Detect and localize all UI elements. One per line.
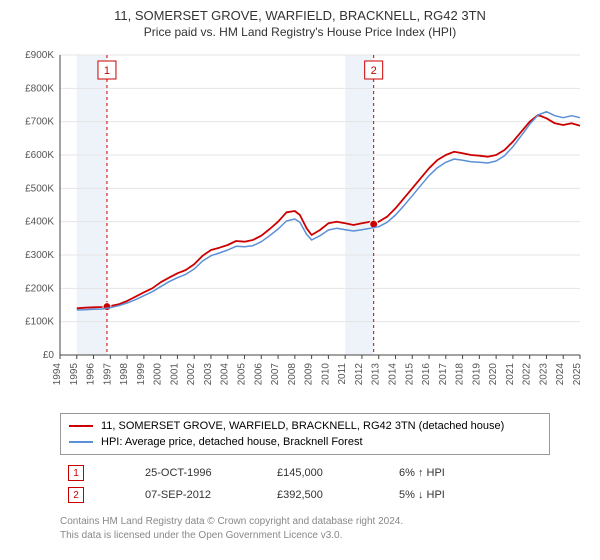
marker-price: £145,000 bbox=[271, 463, 391, 483]
svg-text:2020: 2020 bbox=[488, 363, 499, 386]
legend-swatch bbox=[69, 441, 93, 443]
svg-text:2004: 2004 bbox=[220, 363, 231, 386]
marker-number-icon: 1 bbox=[68, 465, 84, 481]
legend-label: 11, SOMERSET GROVE, WARFIELD, BRACKNELL,… bbox=[101, 420, 504, 432]
svg-text:2018: 2018 bbox=[455, 363, 466, 386]
svg-text:2008: 2008 bbox=[287, 363, 298, 386]
svg-text:1999: 1999 bbox=[136, 363, 147, 386]
marker-number-icon: 2 bbox=[68, 487, 84, 503]
marker-delta: 6% ↑ HPI bbox=[393, 463, 548, 483]
svg-text:2024: 2024 bbox=[555, 363, 566, 386]
svg-text:2021: 2021 bbox=[505, 363, 516, 386]
svg-text:2000: 2000 bbox=[153, 363, 164, 386]
svg-text:2009: 2009 bbox=[304, 363, 315, 386]
svg-text:£900K: £900K bbox=[25, 50, 54, 61]
chart-subtitle: Price paid vs. HM Land Registry's House … bbox=[10, 25, 590, 39]
svg-text:2002: 2002 bbox=[186, 363, 197, 386]
legend-label: HPI: Average price, detached house, Brac… bbox=[101, 436, 363, 448]
copyright-line: This data is licensed under the Open Gov… bbox=[60, 529, 590, 543]
legend: 11, SOMERSET GROVE, WARFIELD, BRACKNELL,… bbox=[60, 413, 550, 455]
svg-text:2022: 2022 bbox=[522, 363, 533, 386]
svg-text:£500K: £500K bbox=[25, 183, 54, 194]
svg-text:2014: 2014 bbox=[387, 363, 398, 386]
legend-item: HPI: Average price, detached house, Brac… bbox=[69, 434, 541, 450]
svg-text:£100K: £100K bbox=[25, 317, 54, 328]
svg-text:£200K: £200K bbox=[25, 283, 54, 294]
svg-text:1: 1 bbox=[104, 65, 110, 77]
svg-text:2016: 2016 bbox=[421, 363, 432, 386]
svg-text:2025: 2025 bbox=[572, 363, 583, 386]
svg-text:2006: 2006 bbox=[253, 363, 264, 386]
legend-item: 11, SOMERSET GROVE, WARFIELD, BRACKNELL,… bbox=[69, 418, 541, 434]
svg-text:£600K: £600K bbox=[25, 150, 54, 161]
marker-date: 07-SEP-2012 bbox=[139, 485, 269, 505]
line-chart-svg: £0 £100K £200K £300K £400K £500K £600K £700K £80… bbox=[10, 45, 590, 405]
chart-plot: £0 £100K £200K £300K £400K £500K £600K £700K £80… bbox=[10, 45, 590, 405]
svg-text:2013: 2013 bbox=[371, 363, 382, 386]
svg-text:£700K: £700K bbox=[25, 117, 54, 128]
svg-text:2012: 2012 bbox=[354, 363, 365, 386]
svg-text:£0: £0 bbox=[43, 350, 55, 361]
chart-container: 11, SOMERSET GROVE, WARFIELD, BRACKNELL,… bbox=[0, 0, 600, 552]
chart-title: 11, SOMERSET GROVE, WARFIELD, BRACKNELL,… bbox=[10, 8, 590, 23]
svg-text:2017: 2017 bbox=[438, 363, 449, 386]
copyright-line: Contains HM Land Registry data © Crown c… bbox=[60, 515, 590, 529]
svg-text:2015: 2015 bbox=[404, 363, 415, 386]
marker-row: 2 07-SEP-2012£392,5005% ↓ HPI bbox=[62, 485, 548, 505]
svg-text:£800K: £800K bbox=[25, 83, 54, 94]
svg-text:2: 2 bbox=[371, 65, 377, 77]
svg-text:2003: 2003 bbox=[203, 363, 214, 386]
marker-row: 1 25-OCT-1996£145,0006% ↑ HPI bbox=[62, 463, 548, 483]
svg-text:2011: 2011 bbox=[337, 363, 348, 385]
svg-text:2005: 2005 bbox=[237, 363, 248, 386]
svg-text:2019: 2019 bbox=[471, 363, 482, 386]
svg-text:£300K: £300K bbox=[25, 250, 54, 261]
svg-text:£400K: £400K bbox=[25, 217, 54, 228]
svg-text:2001: 2001 bbox=[169, 363, 180, 386]
svg-text:2007: 2007 bbox=[270, 363, 281, 386]
marker-date: 25-OCT-1996 bbox=[139, 463, 269, 483]
legend-swatch bbox=[69, 425, 93, 427]
svg-text:1994: 1994 bbox=[52, 363, 63, 386]
svg-text:1998: 1998 bbox=[119, 363, 130, 386]
svg-text:2010: 2010 bbox=[320, 363, 331, 386]
copyright-text: Contains HM Land Registry data © Crown c… bbox=[60, 515, 590, 542]
marker-price: £392,500 bbox=[271, 485, 391, 505]
marker-table: 1 25-OCT-1996£145,0006% ↑ HPI 2 07-SEP-2012… bbox=[60, 461, 550, 507]
marker-delta: 5% ↓ HPI bbox=[393, 485, 548, 505]
svg-text:1995: 1995 bbox=[69, 363, 80, 386]
svg-text:1997: 1997 bbox=[102, 363, 113, 386]
svg-text:2023: 2023 bbox=[538, 363, 549, 386]
svg-text:1996: 1996 bbox=[86, 363, 97, 386]
